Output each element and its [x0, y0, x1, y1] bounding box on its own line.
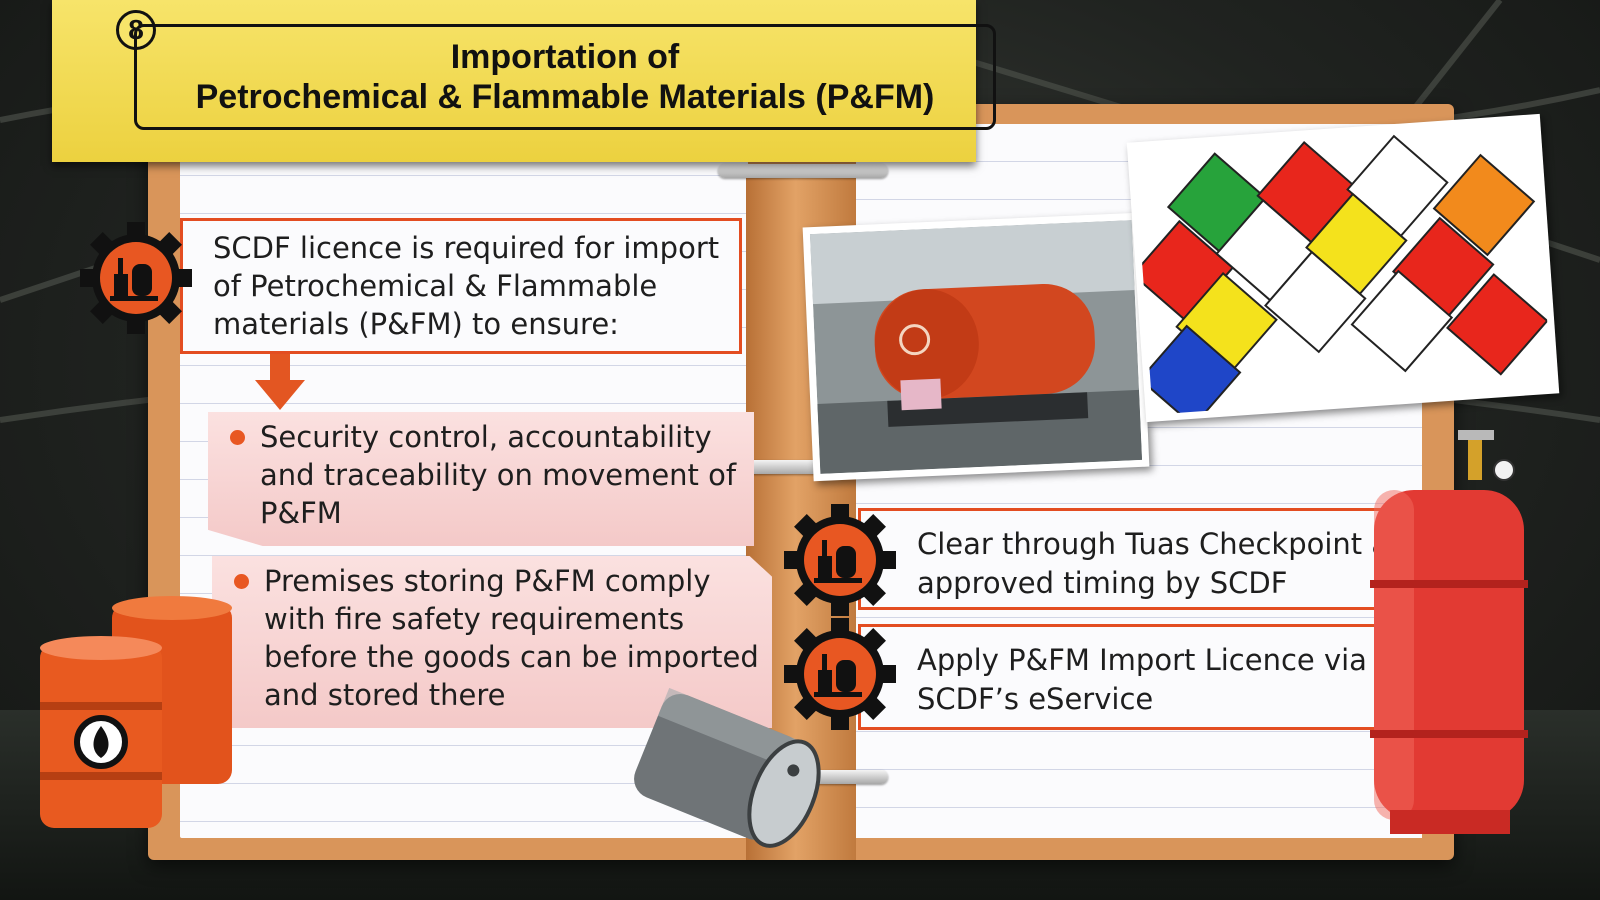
step-text: Apply P&FM Import Licence via SCDF’s eSe…: [917, 643, 1367, 716]
industrial-plant-gear-icon: [80, 222, 192, 334]
licence-requirement-box: SCDF licence is required for import of P…: [180, 218, 742, 354]
orange-barrels-icon: [40, 596, 232, 828]
gas-cylinder-icon: [1370, 430, 1528, 834]
bullet-dot-icon: [230, 430, 245, 445]
down-arrow-icon: [255, 354, 305, 410]
title-line-1: Importation of: [450, 38, 680, 76]
title-line-2: Petrochemical & Flammable Materials (P&F…: [195, 78, 935, 116]
step-box: Clear through Tuas Checkpoint at approve…: [858, 508, 1422, 610]
binder-ring: [718, 164, 888, 178]
tanker-truck-photo: [802, 212, 1150, 482]
title-banner: 8 Importation of Petrochemical & Flammab…: [52, 0, 996, 162]
bullet-note: Security control, accountability and tra…: [208, 412, 754, 546]
industrial-plant-gear-icon: [784, 618, 896, 730]
step-text: Clear through Tuas Checkpoint at approve…: [917, 527, 1401, 600]
bullet-dot-icon: [234, 574, 249, 589]
bullet-text: Premises storing P&FM comply with fire s…: [264, 564, 759, 712]
licence-requirement-text: SCDF licence is required for import of P…: [213, 231, 720, 341]
hazard-placards-photo: [1126, 113, 1560, 423]
step-box: Apply P&FM Import Licence via SCDF’s eSe…: [858, 624, 1422, 730]
page-title: Importation of Petrochemical & Flammable…: [134, 24, 996, 130]
metal-drum-icon: [634, 688, 821, 848]
industrial-plant-gear-icon: [784, 504, 896, 616]
bullet-text: Security control, accountability and tra…: [260, 420, 737, 530]
